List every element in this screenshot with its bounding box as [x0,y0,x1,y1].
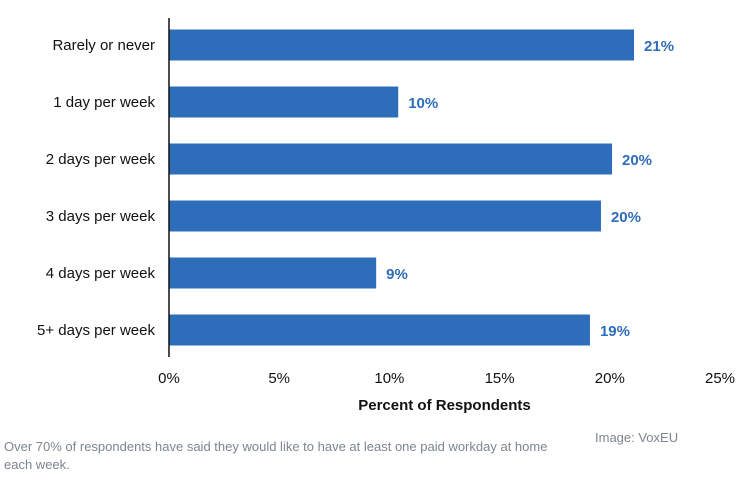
category-labels: Rarely or never 1 day per week 2 days per … [37,37,155,339]
x-tick-label-25: 25% [705,370,735,387]
bars-group [169,29,635,346]
category-label-2-days-per-week: 2 days per week [46,151,156,168]
category-label-1-day-per-week: 1 day per week [53,94,155,111]
bar-3-days-per-week [169,200,601,232]
bar-1-day-per-week [169,86,399,118]
category-label-5-days-per-week: 5+ days per week [37,322,155,339]
category-label-3-days-per-week: 3 days per week [46,208,156,225]
bar-chart: Rarely or never 1 day per week 2 days per … [37,18,735,414]
bar-4-days-per-week [169,257,377,289]
bar-2-days-per-week [169,143,613,175]
x-tick-label-5: 5% [268,370,290,387]
value-labels: 21% 10% 20% 20% 9% 19% [386,38,674,340]
value-label-4-days-per-week: 9% [386,266,408,283]
category-label-rarely-or-never: Rarely or never [52,37,155,54]
category-label-4-days-per-week: 4 days per week [46,265,156,282]
image-credit: Image: VoxEU [595,430,679,445]
value-label-rarely-or-never: 21% [644,38,674,55]
value-label-1-day-per-week: 10% [408,95,438,112]
value-label-3-days-per-week: 20% [611,209,641,226]
x-tick-label-10: 10% [374,370,404,387]
x-tick-label-15: 15% [485,370,515,387]
value-label-2-days-per-week: 20% [622,152,652,169]
value-label-5-days-per-week: 19% [600,323,630,340]
bar-5-days-per-week [169,314,590,346]
x-tick-labels: 0% 5% 10% 15% 20% 25% [158,370,735,387]
x-axis-title: Percent of Respondents [358,397,531,414]
x-tick-label-20: 20% [595,370,625,387]
bar-rarely-or-never [169,29,635,61]
caption: Over 70% of respondents have said they w… [4,439,548,472]
x-tick-label-0: 0% [158,370,180,387]
